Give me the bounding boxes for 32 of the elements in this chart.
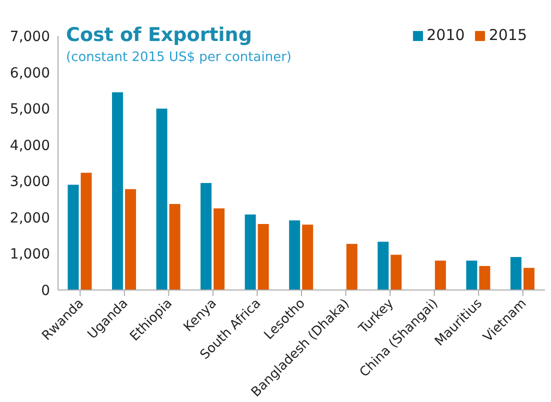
bar: [68, 184, 79, 290]
bar: [169, 204, 180, 290]
bar: [346, 244, 358, 290]
bar: [112, 92, 124, 290]
bar: [80, 172, 92, 290]
y-tick-label: 7,000: [10, 28, 50, 45]
y-tick-label: 3,000: [10, 174, 50, 190]
bar: [479, 266, 490, 290]
bar: [523, 268, 534, 290]
bar: [390, 254, 402, 290]
y-tick-label: 1,000: [10, 246, 50, 263]
legend-label: 2015: [488, 26, 527, 44]
bar: [378, 242, 389, 290]
y-tick-label: 4,000: [10, 138, 50, 154]
y-tick-label: 0: [41, 282, 50, 299]
bar: [244, 214, 256, 290]
bar: [214, 208, 225, 290]
bar: [125, 189, 136, 290]
bar: [258, 224, 269, 290]
legend-label: 2010: [426, 26, 465, 44]
bar: [200, 182, 212, 290]
y-tick-label: 5,000: [10, 102, 50, 118]
text: (constant 2015 US$ per container): [66, 50, 292, 65]
y-tick-label: 6,000: [10, 65, 50, 82]
bar: [289, 220, 300, 290]
bar: [434, 260, 446, 290]
bar: [302, 224, 314, 290]
bar: [510, 256, 522, 290]
bar: [466, 260, 478, 290]
bar: [156, 108, 168, 290]
y-tick-label: 2,000: [10, 210, 50, 226]
chart-title: Cost of Exporting: [66, 24, 252, 46]
